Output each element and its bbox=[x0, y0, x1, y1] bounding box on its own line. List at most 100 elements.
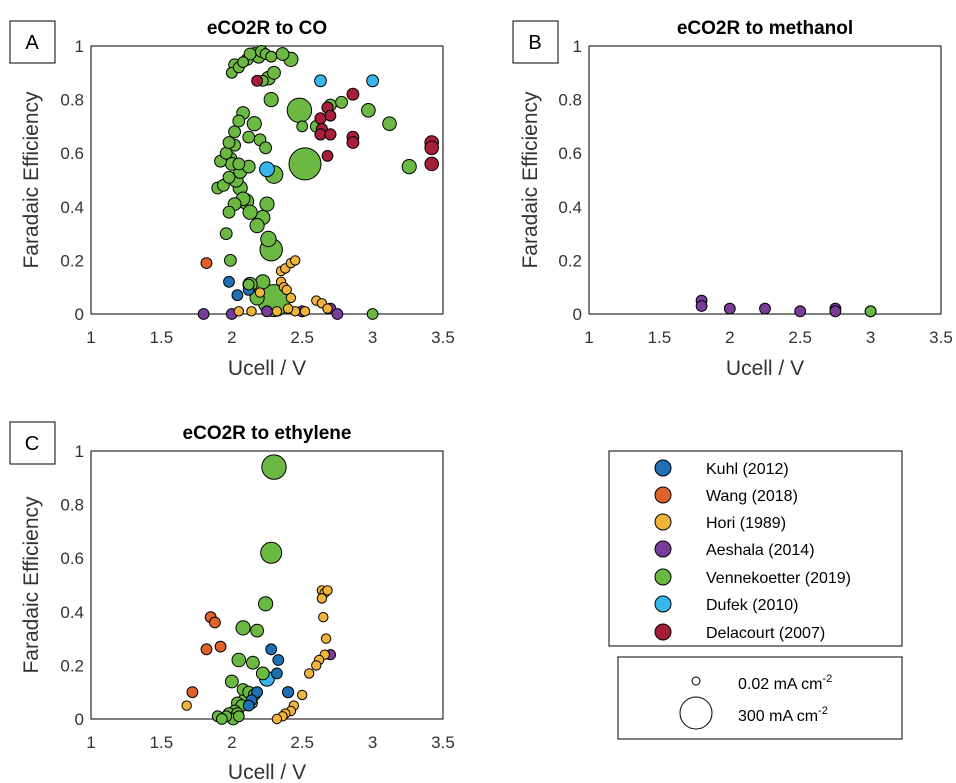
legend-marker-hori bbox=[654, 513, 672, 531]
data-point-vennekoetter bbox=[242, 130, 256, 144]
panel-c-y-axis-label: Faradaic Efficiency bbox=[20, 496, 43, 674]
panel-b-x-tick: 3 bbox=[866, 328, 875, 347]
data-point-vennekoetter bbox=[219, 146, 233, 160]
data-point-kuhl bbox=[265, 643, 278, 656]
data-point-dufek bbox=[314, 74, 327, 88]
data-point-hori bbox=[233, 306, 245, 317]
panel-a-y-axis-label: Faradaic Efficiency bbox=[20, 91, 43, 269]
panel-c-letter-box bbox=[9, 421, 56, 465]
legend-entry-hori: Hori (1989) bbox=[654, 513, 786, 532]
panel-c-y-ticks: 0 0.2 0.4 0.6 0.8 1 bbox=[60, 442, 84, 729]
data-point-vennekoetter bbox=[222, 205, 236, 219]
panel-b-x-tick: 1.5 bbox=[648, 328, 672, 347]
legend-entry-wang: Wang (2018) bbox=[654, 486, 798, 505]
panel-b-y-tick: 0.4 bbox=[558, 198, 582, 217]
data-point-delacourt bbox=[324, 128, 337, 141]
data-point-delacourt bbox=[321, 150, 334, 162]
legend-marker-delacourt bbox=[654, 623, 672, 641]
panel-c-title: eCO2R to ethylene bbox=[183, 423, 352, 444]
data-point-vennekoetter bbox=[260, 230, 277, 248]
data-point-vennekoetter bbox=[255, 274, 271, 290]
panel-c-letter: C bbox=[25, 433, 39, 455]
panel-b-letter-box bbox=[512, 20, 559, 64]
data-point-hori bbox=[271, 306, 283, 317]
panel-a-y-tick: 1 bbox=[75, 37, 84, 56]
data-point-vennekoetter bbox=[335, 95, 349, 109]
data-point-vennekoetter bbox=[228, 125, 242, 139]
data-point-delacourt bbox=[346, 87, 360, 101]
panel-b-x-axis-label: Ucell / V bbox=[726, 357, 804, 380]
data-point-delacourt bbox=[346, 136, 360, 149]
panel-a-letter: A bbox=[25, 32, 39, 54]
panel-c-x-tick: 3.5 bbox=[431, 733, 455, 752]
data-point-dufek bbox=[366, 74, 380, 88]
panel-c-y-tick: 1 bbox=[75, 442, 84, 461]
data-point-kuhl bbox=[242, 699, 255, 712]
panel-a-x-tick: 1 bbox=[86, 328, 95, 347]
panel-b-x-tick: 2.5 bbox=[788, 328, 812, 347]
data-point-kuhl bbox=[251, 686, 264, 699]
data-point-delacourt bbox=[314, 112, 327, 125]
data-point-aeshala bbox=[261, 305, 273, 318]
panel-c-x-tick: 1 bbox=[86, 733, 95, 752]
legend-marker-dufek bbox=[654, 595, 672, 613]
data-point-delacourt bbox=[424, 156, 440, 172]
data-point-vennekoetter bbox=[361, 103, 376, 118]
data-point-delacourt bbox=[424, 140, 440, 156]
data-point-vennekoetter bbox=[258, 596, 274, 612]
panel-b: B eCO2R to methanol Ucell / V Faradaic E… bbox=[512, 18, 953, 380]
legend-entry-aeshala: Aeshala (2014) bbox=[654, 540, 815, 559]
legend-label-dufek: Dufek (2010) bbox=[706, 597, 799, 614]
panel-a-y-tick: 0 bbox=[75, 305, 84, 324]
data-point-vennekoetter bbox=[231, 652, 247, 668]
size-legend-box bbox=[617, 656, 903, 740]
data-point-hori bbox=[316, 593, 328, 604]
data-point-vennekoetter bbox=[250, 623, 265, 638]
data-point-delacourt bbox=[324, 109, 337, 122]
panel-b-markers bbox=[695, 294, 877, 318]
data-point-aeshala bbox=[695, 300, 708, 312]
data-point-kuhl bbox=[231, 289, 244, 302]
panel-b-y-tick: 0.2 bbox=[558, 251, 582, 270]
panel-b-y-axis-label: Faradaic Efficiency bbox=[519, 91, 542, 269]
size-legend-large-sup: -2 bbox=[818, 705, 828, 717]
panel-b-x-ticks: 1 1.5 2 2.5 3 3.5 bbox=[584, 328, 953, 347]
data-point-wang bbox=[186, 686, 199, 699]
data-point-vennekoetter bbox=[232, 157, 246, 171]
panel-b-title: eCO2R to methanol bbox=[677, 18, 853, 39]
panel-b-y-ticks: 0 0.2 0.4 0.6 0.8 1 bbox=[558, 37, 582, 324]
panel-c-x-tick: 2.5 bbox=[290, 733, 314, 752]
data-point-vennekoetter bbox=[864, 305, 877, 318]
panel-a-y-tick: 0.4 bbox=[60, 198, 84, 217]
data-point-delacourt bbox=[251, 74, 264, 87]
panel-c-y-tick: 0.2 bbox=[60, 656, 84, 675]
panel-b-letter: B bbox=[528, 32, 541, 54]
data-point-vennekoetter bbox=[219, 227, 233, 241]
data-point-hori bbox=[254, 287, 266, 298]
data-point-hori bbox=[318, 612, 329, 623]
data-point-vennekoetter bbox=[249, 218, 265, 234]
size-legend-small-label: 0.02 mA cm-2 bbox=[738, 673, 832, 693]
data-point-hori bbox=[322, 585, 333, 596]
panel-c-markers bbox=[181, 454, 336, 726]
legend-label-hori: Hori (1989) bbox=[706, 515, 786, 532]
panel-b-x-tick: 3.5 bbox=[929, 328, 953, 347]
data-point-vennekoetter bbox=[242, 204, 258, 220]
data-point-kuhl bbox=[282, 686, 295, 699]
panel-c-x-tick: 2 bbox=[227, 733, 236, 752]
data-point-vennekoetter bbox=[224, 674, 239, 689]
legend-marker-wang bbox=[654, 486, 672, 504]
data-point-hori bbox=[281, 284, 292, 296]
data-point-wang bbox=[200, 643, 213, 656]
panel-b-plot-area bbox=[588, 45, 942, 315]
data-point-vennekoetter bbox=[232, 710, 245, 723]
data-point-vennekoetter bbox=[242, 278, 255, 291]
data-point-hori bbox=[320, 633, 332, 644]
panel-c-x-axis-label: Ucell / V bbox=[228, 761, 306, 783]
panel-c-x-tick: 3 bbox=[368, 733, 377, 752]
data-point-hori bbox=[271, 713, 283, 725]
panel-a-letter-box bbox=[9, 20, 56, 64]
panel-a-x-tick: 1.5 bbox=[150, 328, 174, 347]
panel-a-x-tick: 3.5 bbox=[431, 328, 455, 347]
legend-entry-kuhl: Kuhl (2012) bbox=[654, 459, 789, 478]
